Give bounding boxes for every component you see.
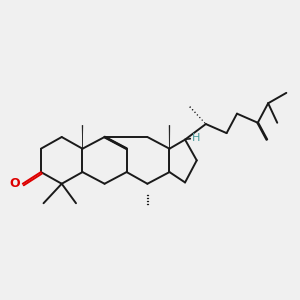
Polygon shape bbox=[169, 125, 170, 172]
Text: O: O bbox=[9, 177, 20, 190]
Polygon shape bbox=[82, 125, 83, 149]
Text: H: H bbox=[191, 133, 200, 143]
